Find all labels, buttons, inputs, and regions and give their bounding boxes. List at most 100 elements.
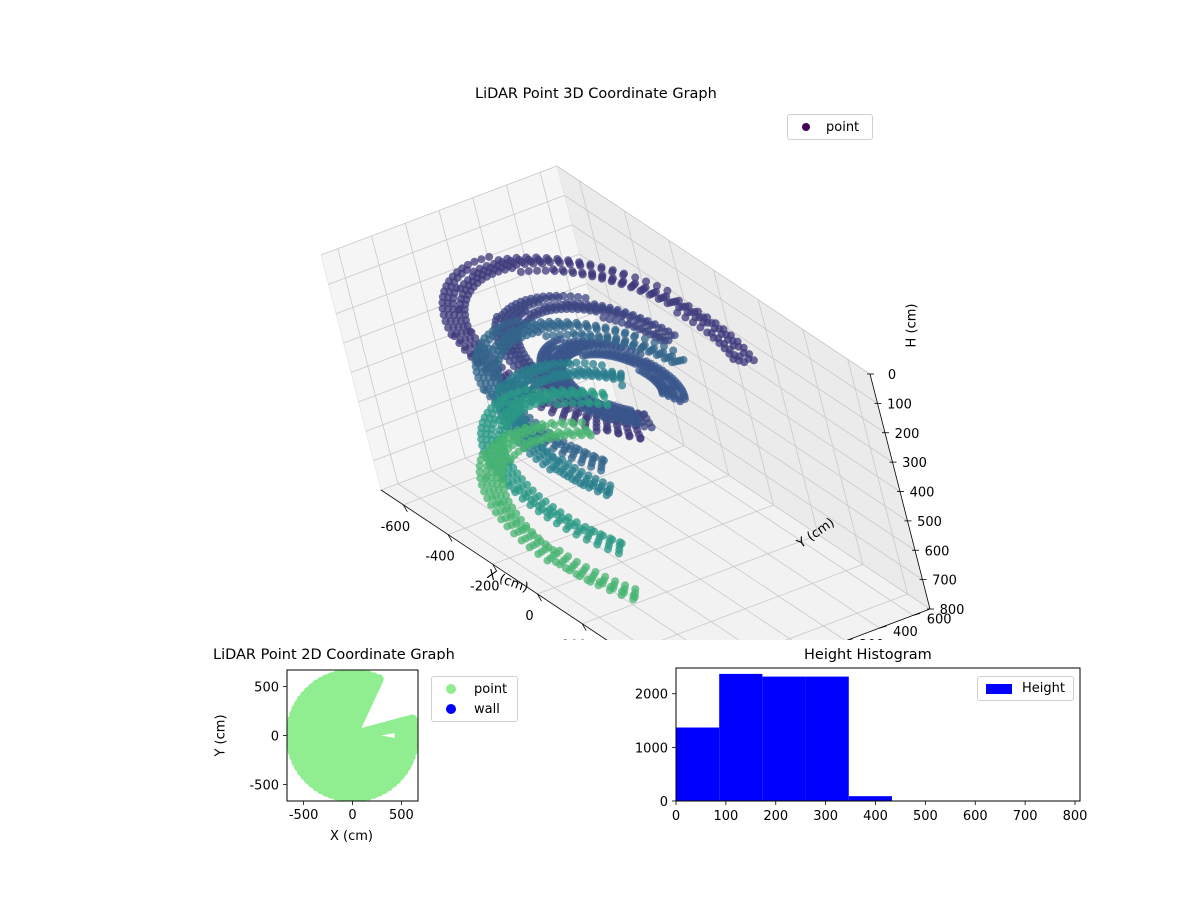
data-point bbox=[556, 330, 565, 339]
x-tick-label: -600 bbox=[381, 520, 411, 535]
data-point bbox=[508, 503, 517, 512]
data-point bbox=[621, 336, 630, 345]
data-point bbox=[638, 324, 647, 333]
data-point bbox=[519, 394, 528, 403]
y-tick-label: -500 bbox=[249, 778, 279, 793]
data-point bbox=[499, 321, 508, 330]
data-point bbox=[726, 331, 735, 340]
data-point bbox=[594, 332, 603, 341]
data-point bbox=[573, 427, 582, 436]
chart3d-ticks: -600-400-2000200400600-600-400-200020040… bbox=[381, 368, 965, 640]
chart3d-zlabel: H (cm) bbox=[904, 303, 920, 348]
hist-bar bbox=[762, 676, 806, 801]
data-point bbox=[470, 257, 479, 266]
data-point bbox=[617, 318, 626, 327]
hist-bar bbox=[676, 727, 720, 801]
data-point bbox=[719, 325, 728, 334]
data-point bbox=[625, 319, 634, 328]
z-tick-label: 800 bbox=[940, 603, 965, 618]
hist-plot[interactable]: 0 100 200 300 400 500 600 700 800 0 1000 2000 bbox=[620, 660, 1100, 840]
data-point bbox=[599, 313, 608, 322]
x-tick-label: 200 bbox=[562, 639, 587, 640]
grid-line bbox=[566, 419, 880, 629]
grid-line bbox=[498, 445, 793, 640]
chart2d-mask bbox=[200, 660, 440, 670]
y-tick-label: 1000 bbox=[635, 741, 668, 756]
data-point bbox=[541, 266, 550, 275]
data-point bbox=[549, 359, 557, 368]
x-tick-label: -400 bbox=[425, 550, 455, 565]
data-point bbox=[549, 369, 558, 378]
x-tick bbox=[447, 534, 453, 542]
data-point bbox=[652, 287, 660, 296]
data-point bbox=[580, 359, 589, 368]
data-point bbox=[539, 292, 548, 301]
data-point bbox=[517, 475, 526, 484]
x-tick-label: -500 bbox=[289, 808, 319, 823]
data-point bbox=[555, 546, 564, 555]
data-point bbox=[567, 418, 576, 427]
data-point bbox=[507, 390, 516, 398]
data-point bbox=[613, 305, 622, 314]
data-point bbox=[603, 332, 612, 340]
data-point bbox=[527, 436, 535, 445]
z-tick-label: 700 bbox=[932, 574, 957, 589]
data-point bbox=[745, 350, 754, 359]
chart3d-plot[interactable]: -600-400-2000200400600-600-400-200020040… bbox=[0, 0, 1200, 640]
data-point bbox=[611, 316, 620, 325]
data-point bbox=[650, 320, 659, 329]
legend-marker-icon bbox=[446, 684, 456, 694]
data-point bbox=[591, 321, 600, 330]
y-tick-label: 600 bbox=[927, 612, 952, 627]
hist-legend-label: Height bbox=[1022, 681, 1065, 696]
data-point bbox=[531, 388, 540, 397]
x-tick bbox=[581, 623, 587, 631]
z-tick-label: 400 bbox=[910, 486, 935, 501]
data-point bbox=[608, 535, 617, 544]
data-point bbox=[477, 255, 486, 264]
data-point bbox=[572, 518, 581, 527]
data-point bbox=[567, 386, 576, 394]
data-point bbox=[587, 387, 596, 396]
data-point bbox=[563, 330, 572, 339]
data-point bbox=[640, 341, 649, 350]
data-point bbox=[597, 263, 606, 272]
data-point bbox=[546, 429, 554, 438]
data-point bbox=[670, 331, 679, 340]
data-point bbox=[549, 546, 557, 555]
data-point bbox=[516, 267, 525, 276]
data-point bbox=[642, 277, 651, 286]
data-point bbox=[547, 419, 556, 427]
data-point bbox=[553, 456, 562, 465]
y-tick-label: 200 bbox=[859, 638, 884, 640]
data-point bbox=[601, 572, 610, 581]
data-point bbox=[471, 334, 480, 343]
z-tick-label: 0 bbox=[888, 368, 896, 383]
data-point bbox=[522, 253, 531, 262]
chart2d-legend-item-wall: wall bbox=[432, 699, 517, 719]
y-tick bbox=[879, 625, 887, 629]
data-point bbox=[503, 254, 512, 263]
chart2d-plot[interactable]: -500 0 500 500 0 -500 bbox=[200, 660, 440, 860]
x-tick-label: 800 bbox=[1063, 809, 1088, 824]
y-tick-label: 500 bbox=[254, 681, 279, 696]
data-point bbox=[631, 279, 640, 288]
data-point bbox=[285, 725, 296, 736]
data-point bbox=[684, 302, 693, 311]
grid-line bbox=[397, 483, 634, 640]
z-tick-label: 100 bbox=[887, 397, 912, 412]
data-point bbox=[516, 515, 525, 524]
data-point bbox=[559, 291, 568, 300]
data-point bbox=[535, 361, 544, 370]
hist-legend-item: Height bbox=[978, 677, 1073, 700]
data-point bbox=[733, 337, 742, 346]
y-tick bbox=[913, 612, 921, 616]
data-point bbox=[663, 286, 672, 295]
hist-legend: Height bbox=[977, 676, 1074, 701]
data-point bbox=[534, 534, 543, 543]
x-tick bbox=[492, 564, 498, 572]
data-point bbox=[549, 265, 557, 274]
data-point bbox=[591, 366, 600, 375]
x-tick-label: 0 bbox=[672, 809, 680, 824]
z-tick-label: 500 bbox=[917, 515, 942, 530]
